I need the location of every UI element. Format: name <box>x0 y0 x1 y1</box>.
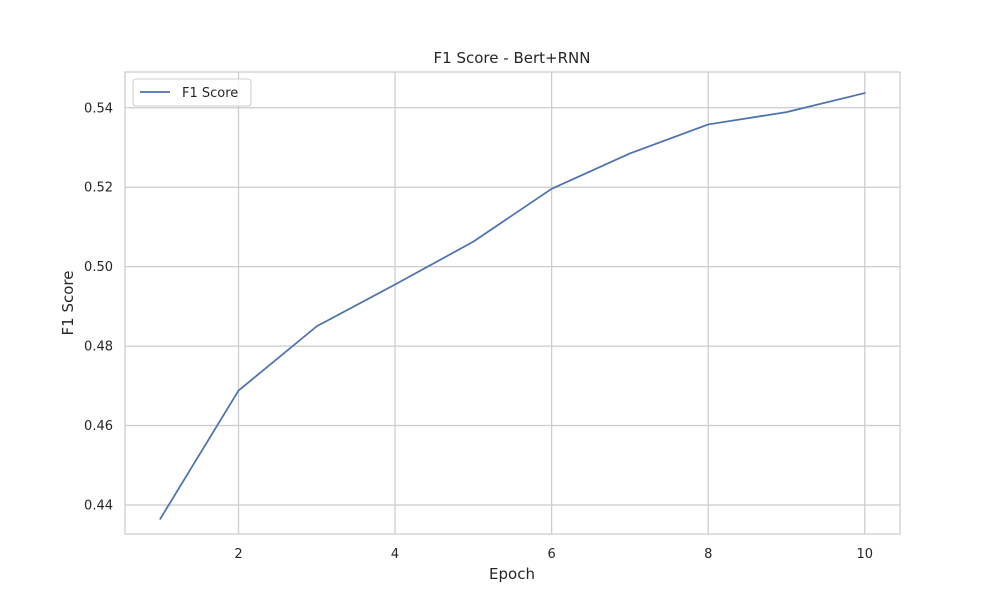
legend-label: F1 Score <box>182 86 238 101</box>
x-axis-label: Epoch <box>489 565 535 583</box>
y-axis-label: F1 Score <box>59 271 77 336</box>
series-layer <box>159 92 866 520</box>
grid-lines <box>125 72 900 534</box>
x-tick-label: 8 <box>704 547 712 562</box>
y-tick-label: 0.48 <box>84 340 113 355</box>
x-tick-label: 6 <box>548 547 556 562</box>
y-tick-label: 0.44 <box>84 499 113 514</box>
x-tick-labels: 2 4 6 8 10 <box>234 547 873 562</box>
y-tick-label: 0.46 <box>84 419 113 434</box>
y-tick-label: 0.50 <box>84 260 113 275</box>
chart-title: F1 Score - Bert+RNN <box>434 49 591 67</box>
legend: F1 Score <box>132 78 252 107</box>
x-tick-label: 10 <box>856 547 873 562</box>
x-tick-label: 2 <box>234 547 242 562</box>
y-tick-labels: 0.44 0.46 0.48 0.50 0.52 0.54 <box>84 101 113 513</box>
y-tick-label: 0.52 <box>84 181 113 196</box>
series-line-f1-score <box>159 92 866 520</box>
y-tick-label: 0.54 <box>84 101 113 116</box>
x-tick-label: 4 <box>391 547 399 562</box>
plot-frame <box>124 71 901 535</box>
legend-box <box>132 78 252 107</box>
